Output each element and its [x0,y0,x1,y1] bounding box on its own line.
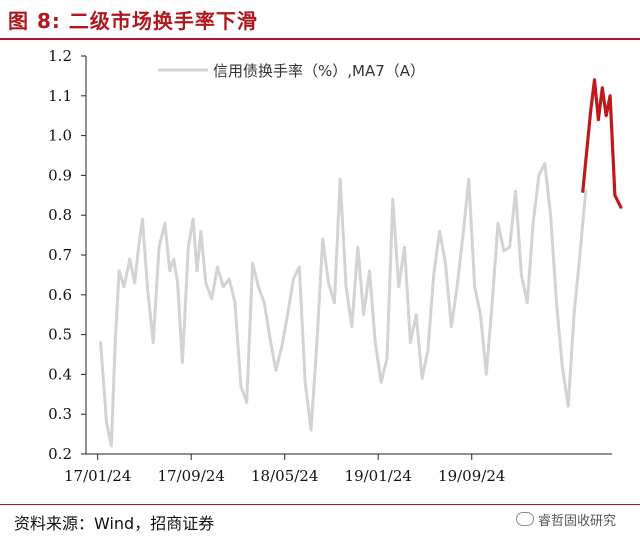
x-tick-label: 18/05/24 [251,467,318,485]
y-tick-label: 0.7 [48,246,72,264]
watermark-text: 睿哲固收研究 [537,514,616,529]
footer-divider [0,504,640,505]
figure-header: 图 8: 二级市场换手率下滑 [0,0,640,40]
y-tick-label: 0.8 [48,206,72,224]
line-chart: 0.2 0.3 0.4 0.5 0.6 0.7 0.8 0.9 1.0 1.1 1.2 17/01/… [48,47,623,485]
x-axis: 17/01/24 17/09/24 18/05/24 19/01/24 19/09/24 [64,453,612,485]
y-tick-label: 1.1 [48,87,72,105]
title-divider [0,38,640,40]
x-tick-label: 17/01/24 [64,467,131,485]
series-layer [99,78,623,448]
watermark: 睿哲固收研究 [515,510,616,529]
y-tick-label: 0.3 [48,405,72,423]
figure-title: 图 8: 二级市场换手率下滑 [8,9,258,33]
y-axis: 0.2 0.3 0.4 0.5 0.6 0.7 0.8 0.9 1.0 1.1 1.2 [48,47,87,463]
y-tick-label: 0.6 [48,286,72,304]
y-tick-label: 1.0 [48,127,72,145]
y-tick-label: 0.5 [48,326,72,344]
y-tick-label: 0.4 [48,365,72,383]
x-tick-label: 17/09/24 [158,467,225,485]
x-tick-label: 19/09/24 [438,467,505,485]
chart-legend: 信用债换手率（%）,MA7（A） [158,62,425,80]
x-tick-label: 19/01/24 [345,467,412,485]
y-tick-label: 1.2 [48,47,72,65]
recent-turnover-line [581,78,623,209]
legend-label: 信用债换手率（%）,MA7（A） [213,62,425,80]
turnover-ma7-line [99,162,588,448]
source-note: 资料来源：Wind，招商证券 [14,514,215,533]
y-tick-label: 0.9 [48,166,72,184]
wechat-icon [515,512,534,526]
y-tick-label: 0.2 [48,445,72,463]
